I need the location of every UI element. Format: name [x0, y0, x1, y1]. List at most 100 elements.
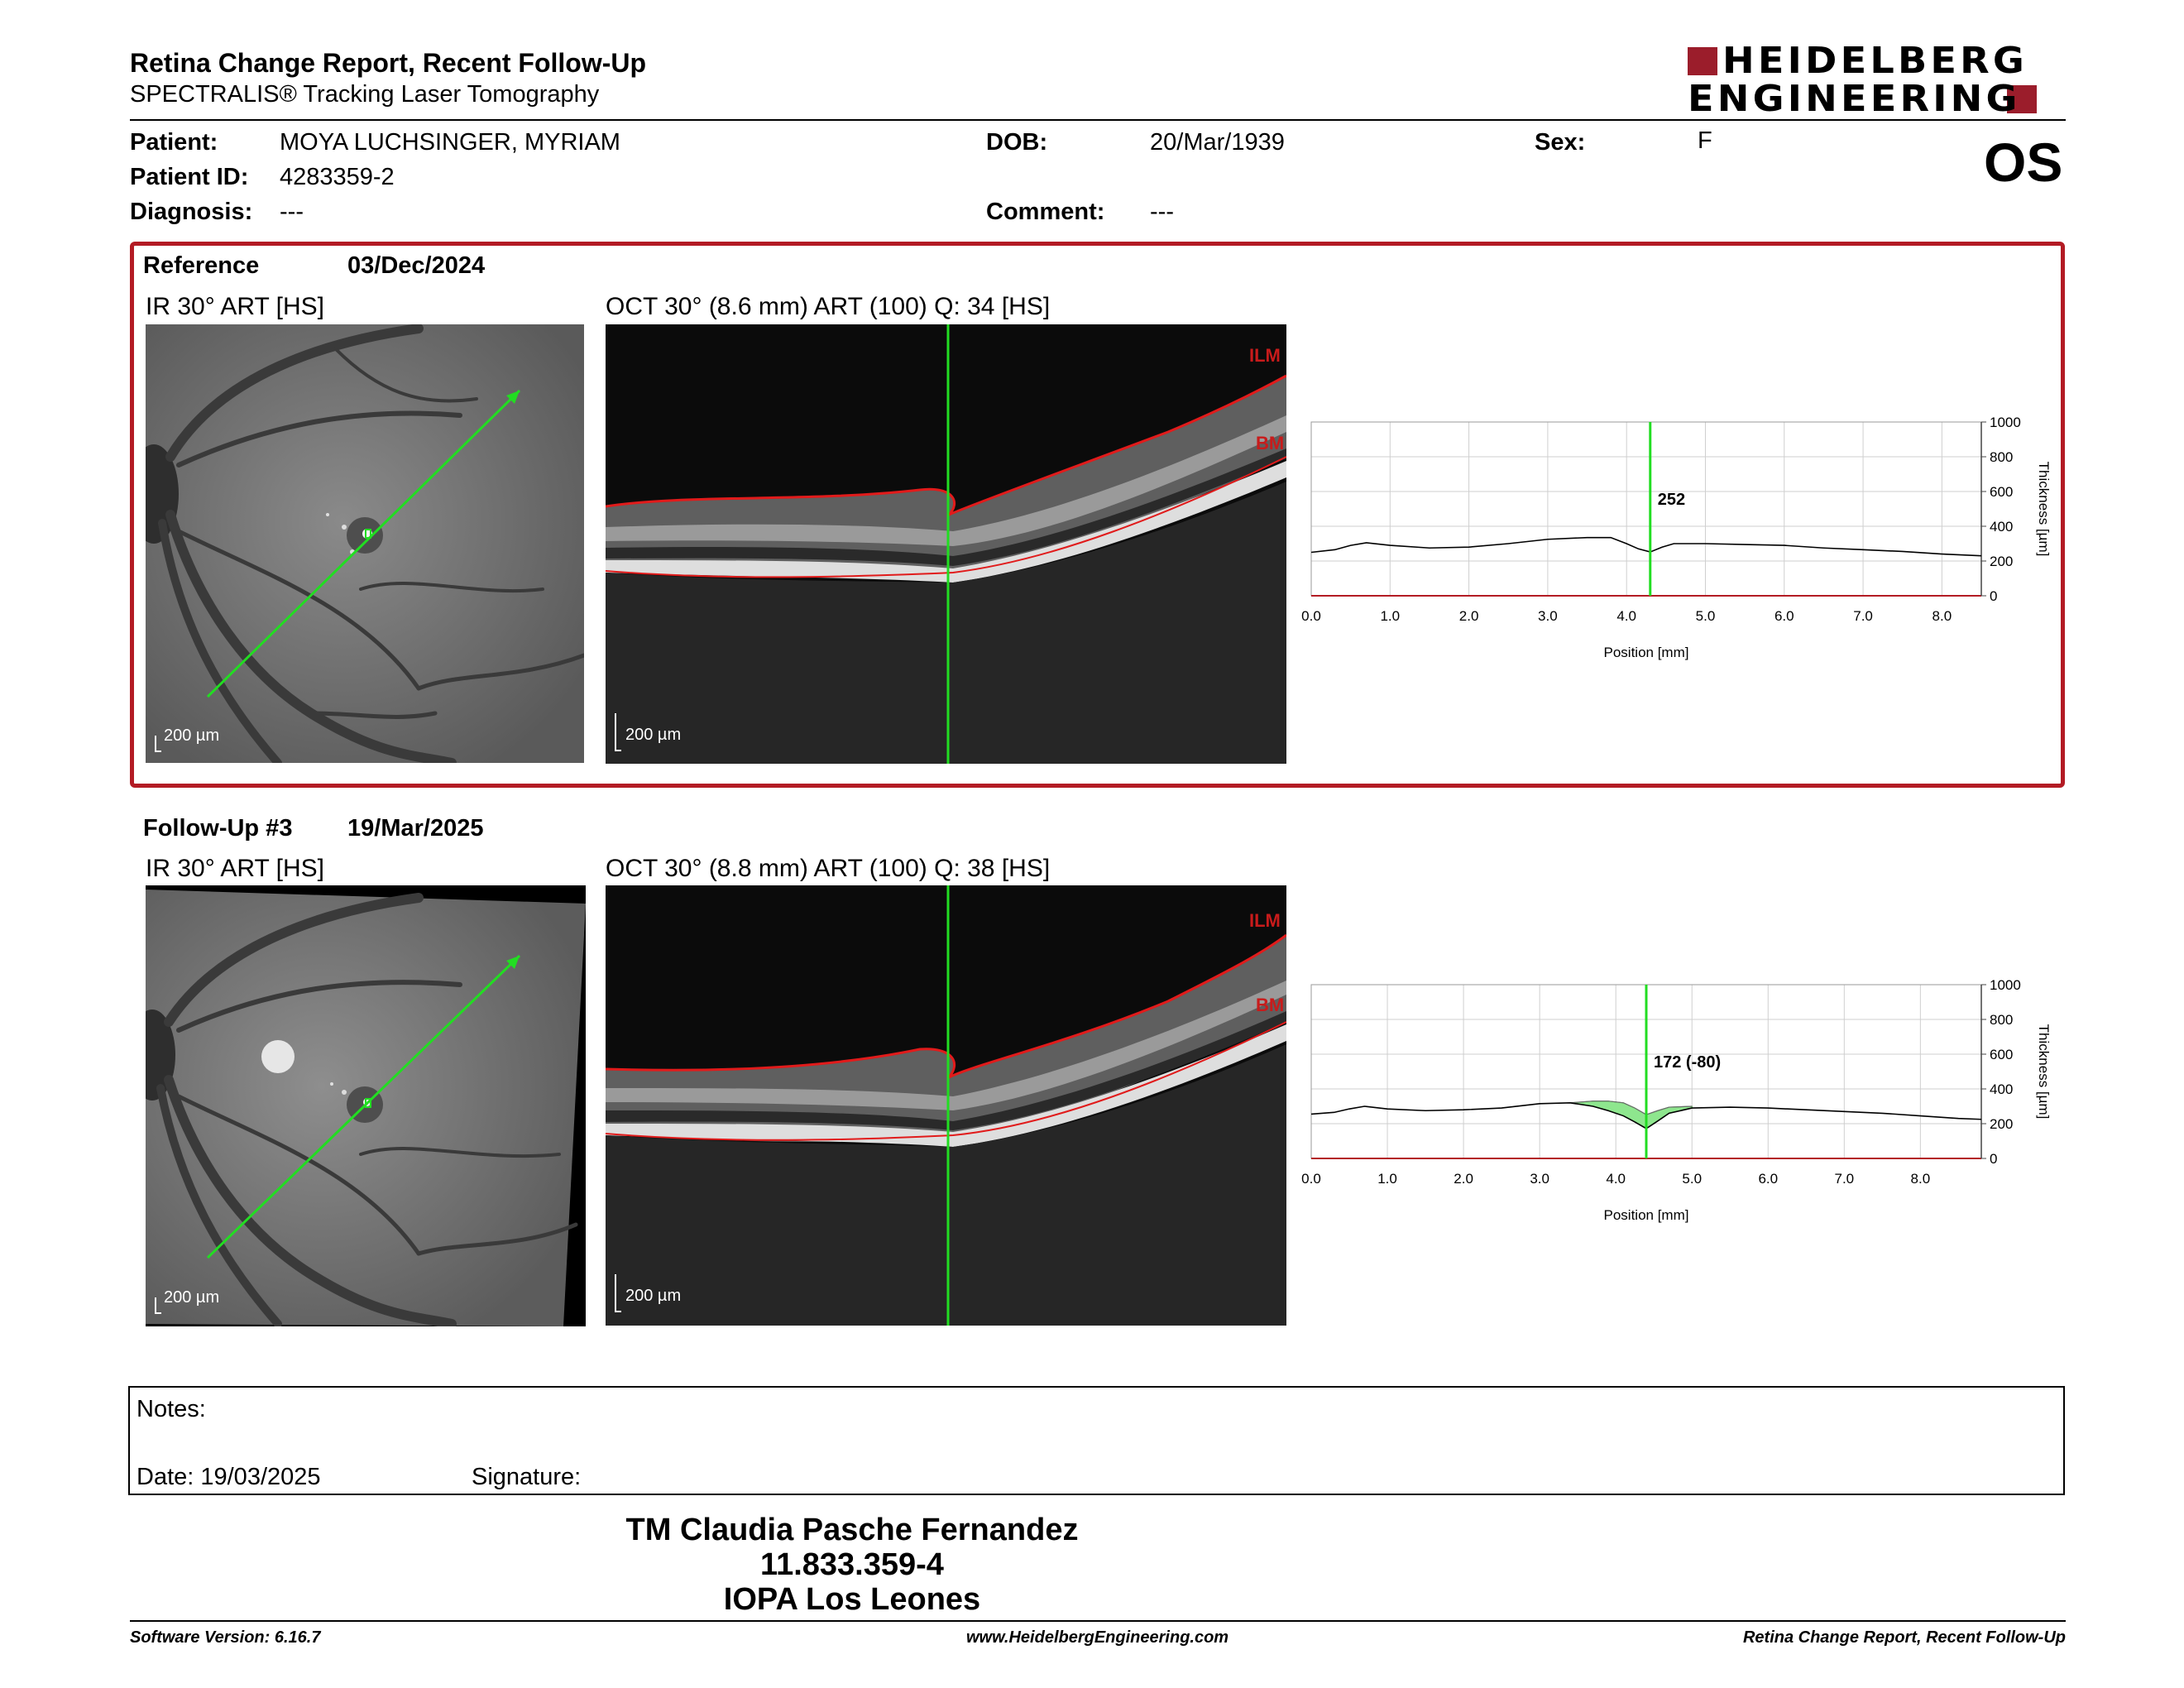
followup-ir-caption: IR 30° ART [HS] — [146, 855, 324, 882]
footer-divider — [130, 1620, 2066, 1622]
fu-oct-scale-bar-horizontal — [615, 1311, 621, 1312]
reference-ilm-label: ILM — [1249, 345, 1281, 366]
followup-fundus-svg — [129, 890, 586, 1329]
followup-oct-scale: 200 µm — [625, 1287, 682, 1305]
reference-bm-label: BM — [1256, 433, 1285, 453]
y-axis-label: Thickness [µm] — [2036, 462, 2052, 557]
logo-square-icon — [1688, 47, 1717, 75]
heidelberg-logo: HEIDELBERG ENGINEERING — [1688, 40, 2066, 120]
reference-oct-image: ILM BM 200 µm — [606, 324, 1286, 764]
reference-ir-caption: IR 30° ART [HS] — [146, 293, 324, 320]
logo-text-bottom: ENGINEERING — [1688, 78, 2021, 120]
report-title: Retina Change Report, Recent Follow-Up — [130, 48, 647, 78]
cursor-value-label: 172 (-80) — [1654, 1053, 1721, 1072]
reference-thickness-svg: 0 200 400 600 800 1000 0.0 1.0 2.0 3.0 4.0 5.0 6.0 7.… — [1301, 415, 2052, 660]
report-subtitle: SPECTRALIS® Tracking Laser Tomography — [130, 81, 600, 108]
patient-name: MOYA LUCHSINGER, MYRIAM — [280, 129, 620, 156]
y-tick-label: 400 — [1990, 1081, 2013, 1097]
x-tick-label: 0.0 — [1301, 608, 1321, 624]
reference-ir-image: 200 µm — [146, 324, 584, 763]
diagnosis-label: Diagnosis: — [130, 199, 253, 225]
reference-label: Reference — [143, 252, 260, 279]
plot-frame — [1310, 421, 1982, 597]
x-tick-label: 6.0 — [1774, 608, 1794, 624]
reference-oct-caption: OCT 30° (8.6 mm) ART (100) Q: 34 [HS] — [606, 293, 1051, 320]
y-tick-label: 0 — [1990, 1151, 1997, 1167]
eye-indicator: OS — [1984, 132, 2063, 193]
logo-square-icon-2 — [2006, 85, 2037, 113]
y-axis-label: Thickness [µm] — [2036, 1024, 2052, 1120]
followup-ir-image: 200 µm — [129, 885, 586, 1329]
footer-report-name: Retina Change Report, Recent Follow-Up — [1742, 1628, 2066, 1647]
x-tick-label: 4.0 — [1616, 608, 1636, 624]
x-tick-label: 2.0 — [1459, 608, 1479, 624]
x-tick-label: 4.0 — [1606, 1171, 1626, 1187]
x-tick-label: 1.0 — [1377, 1171, 1397, 1187]
dob-label: DOB: — [986, 129, 1048, 156]
stamp-line-1: TM Claudia Pasche Fernandez — [625, 1513, 1079, 1547]
followup-thickness-svg: 0 200 400 600 800 1000 0.0 1.0 2.0 3.0 4.0 5.0 6.0 7.… — [1301, 977, 2052, 1223]
reference-oct-svg — [606, 324, 1286, 764]
fu-scale-bar-horizontal — [155, 1312, 161, 1314]
sex-value: F — [1698, 127, 1712, 154]
notes-box[interactable]: Notes: Date: 19/03/2025 Signature: — [128, 1386, 2065, 1495]
y-tick-label: 400 — [1990, 519, 2013, 535]
notes-label: Notes: — [136, 1396, 206, 1422]
y-tick-label: 1000 — [1990, 977, 2021, 993]
followup-oct-svg — [606, 885, 1286, 1326]
x-tick-label: 7.0 — [1834, 1171, 1854, 1187]
x-tick-label: 3.0 — [1538, 608, 1558, 624]
oct-scale-bar-horizontal — [615, 750, 621, 751]
reference-thickness-line — [1569, 1101, 1693, 1115]
x-axis-label: Position [mm] — [1604, 1207, 1689, 1223]
x-tick-label: 0.0 — [1301, 1171, 1321, 1187]
signature-label: Signature: — [472, 1464, 582, 1490]
x-tick-label: 3.0 — [1530, 1171, 1549, 1187]
x-tick-label: 2.0 — [1454, 1171, 1473, 1187]
followup-thickness-chart: 0 200 400 600 800 1000 0.0 1.0 2.0 3.0 4.0 5.0 6.0 7.… — [1299, 972, 2076, 1245]
x-tick-label: 5.0 — [1696, 608, 1716, 624]
patient-label: Patient: — [130, 129, 218, 156]
thickness-line — [1310, 536, 1982, 557]
x-tick-label: 5.0 — [1682, 1171, 1702, 1187]
followup-label: Follow-Up #3 — [143, 815, 293, 842]
logo-text-top: HEIDELBERG — [1722, 40, 2028, 82]
y-tick-label: 200 — [1990, 1116, 2013, 1132]
followup-oct-image: ILM BM 200 µm — [606, 885, 1286, 1326]
fu-scale-bar-vertical — [155, 1297, 156, 1314]
y-tick-label: 600 — [1990, 1047, 2013, 1062]
cursor-value-label: 252 — [1658, 491, 1685, 509]
reference-oct-scale: 200 µm — [625, 726, 682, 744]
y-tick-label: 1000 — [1990, 415, 2021, 430]
software-version: Software Version: 6.16.7 — [130, 1628, 321, 1647]
reference-fundus-svg — [146, 324, 584, 763]
reference-date: 03/Dec/2024 — [347, 252, 486, 279]
y-tick-label: 600 — [1990, 484, 2013, 500]
reference-thickness-chart: 0 200 400 600 800 1000 0.0 1.0 2.0 3.0 4.0 5.0 6.0 7.… — [1299, 410, 2076, 683]
x-tick-label: 1.0 — [1380, 608, 1400, 624]
followup-bm-label: BM — [1256, 995, 1285, 1015]
x-tick-label: 7.0 — [1853, 608, 1873, 624]
scale-bar-horizontal — [155, 750, 161, 752]
x-tick-label: 8.0 — [1933, 608, 1952, 624]
website-link[interactable]: www.HeidelbergEngineering.com — [966, 1628, 1229, 1647]
comment-value: --- — [1150, 199, 1174, 225]
x-tick-label: 8.0 — [1911, 1171, 1931, 1187]
followup-date: 19/Mar/2025 — [347, 815, 484, 842]
diagnosis-value: --- — [280, 199, 304, 225]
patient-id-label: Patient ID: — [130, 164, 249, 190]
notes-date: Date: 19/03/2025 — [136, 1464, 321, 1490]
sex-label: Sex: — [1535, 129, 1586, 156]
y-tick-label: 800 — [1990, 1012, 2013, 1028]
x-tick-label: 6.0 — [1758, 1171, 1778, 1187]
oct-scale-bar-vertical — [615, 713, 616, 751]
y-tick-label: 200 — [1990, 554, 2013, 569]
stamp-line-2: 11.833.359-4 — [760, 1547, 944, 1582]
x-axis-label: Position [mm] — [1604, 645, 1689, 660]
scale-bar-vertical — [155, 736, 156, 752]
header-divider — [130, 119, 2066, 121]
reference-frame — [130, 242, 2065, 788]
reference-ir-scale: 200 µm — [164, 727, 220, 745]
followup-oct-caption: OCT 30° (8.8 mm) ART (100) Q: 38 [HS] — [606, 855, 1051, 882]
fu-oct-scale-bar-vertical — [615, 1274, 616, 1312]
